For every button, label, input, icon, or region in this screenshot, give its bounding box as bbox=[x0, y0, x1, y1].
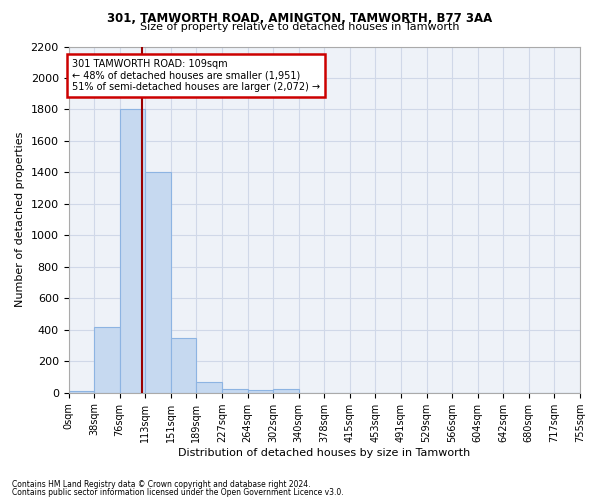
Bar bbox=[68, 391, 94, 392]
Bar bbox=[196, 382, 222, 392]
Bar bbox=[94, 326, 119, 392]
X-axis label: Distribution of detached houses by size in Tamworth: Distribution of detached houses by size … bbox=[178, 448, 470, 458]
Bar bbox=[145, 172, 171, 392]
Bar bbox=[222, 389, 248, 392]
Bar bbox=[248, 390, 273, 392]
Text: 301, TAMWORTH ROAD, AMINGTON, TAMWORTH, B77 3AA: 301, TAMWORTH ROAD, AMINGTON, TAMWORTH, … bbox=[107, 12, 493, 26]
Text: Contains public sector information licensed under the Open Government Licence v3: Contains public sector information licen… bbox=[12, 488, 344, 497]
Text: Size of property relative to detached houses in Tamworth: Size of property relative to detached ho… bbox=[140, 22, 460, 32]
Y-axis label: Number of detached properties: Number of detached properties bbox=[15, 132, 25, 308]
Bar bbox=[273, 389, 299, 392]
Bar bbox=[171, 338, 196, 392]
Text: Contains HM Land Registry data © Crown copyright and database right 2024.: Contains HM Land Registry data © Crown c… bbox=[12, 480, 311, 489]
Bar bbox=[119, 110, 145, 393]
Text: 301 TAMWORTH ROAD: 109sqm
← 48% of detached houses are smaller (1,951)
51% of se: 301 TAMWORTH ROAD: 109sqm ← 48% of detac… bbox=[72, 59, 320, 92]
